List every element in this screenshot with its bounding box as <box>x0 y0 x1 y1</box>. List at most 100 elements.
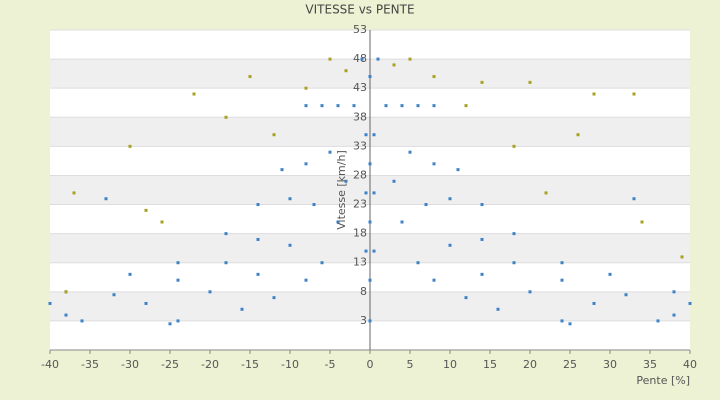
point <box>240 307 244 311</box>
point <box>408 150 412 154</box>
point <box>368 220 372 224</box>
point <box>248 75 252 79</box>
point <box>64 290 68 294</box>
point <box>344 179 348 183</box>
point <box>400 104 404 108</box>
point <box>528 80 532 84</box>
point <box>368 162 372 166</box>
x-tick-label: 10 <box>443 358 457 371</box>
point <box>672 313 676 317</box>
x-tick-label: -10 <box>281 358 299 371</box>
point <box>224 115 228 119</box>
point <box>560 278 564 282</box>
point <box>416 261 420 265</box>
point <box>464 296 468 300</box>
point <box>128 272 132 276</box>
point <box>364 249 368 253</box>
point <box>256 272 260 276</box>
point <box>104 197 108 201</box>
point <box>336 104 340 108</box>
x-tick-label: -15 <box>241 358 259 371</box>
point <box>560 319 564 323</box>
point <box>280 168 284 172</box>
y-tick-label: 33 <box>353 139 367 152</box>
point <box>372 191 376 195</box>
point <box>176 278 180 282</box>
y-tick-label: 8 <box>360 285 367 298</box>
x-tick-label: 0 <box>367 358 374 371</box>
point <box>496 307 500 311</box>
chart-title: VITESSE vs PENTE <box>305 3 414 17</box>
point <box>632 197 636 201</box>
point <box>480 272 484 276</box>
point <box>336 220 340 224</box>
point <box>360 57 364 61</box>
y-tick-label: 13 <box>353 256 367 269</box>
point <box>304 104 308 108</box>
point <box>680 255 684 259</box>
point <box>80 319 84 323</box>
x-tick-label: 15 <box>483 358 497 371</box>
point <box>672 290 676 294</box>
x-tick-label: 5 <box>407 358 414 371</box>
point <box>272 133 276 137</box>
point <box>384 104 388 108</box>
point <box>160 220 164 224</box>
point <box>688 301 692 305</box>
point <box>592 301 596 305</box>
point <box>144 208 148 212</box>
point <box>528 290 532 294</box>
point <box>368 319 372 323</box>
x-tick-label: 20 <box>523 358 537 371</box>
point <box>328 57 332 61</box>
point <box>320 261 324 265</box>
point <box>364 191 368 195</box>
y-axis-label: Vitesse [km/h] <box>335 150 348 230</box>
point <box>544 191 548 195</box>
point <box>256 203 260 207</box>
point <box>288 197 292 201</box>
point <box>328 150 332 154</box>
point <box>176 261 180 265</box>
point <box>224 261 228 265</box>
point <box>304 278 308 282</box>
x-tick-label: -40 <box>41 358 59 371</box>
point <box>208 290 212 294</box>
x-tick-label: -5 <box>325 358 336 371</box>
point <box>72 191 76 195</box>
point <box>128 144 132 148</box>
point <box>288 243 292 247</box>
point <box>624 293 628 297</box>
point <box>48 301 52 305</box>
point <box>64 313 68 317</box>
point <box>368 278 372 282</box>
point <box>352 104 356 108</box>
x-tick-label: 35 <box>643 358 657 371</box>
point <box>364 133 368 137</box>
y-tick-label: 18 <box>353 227 367 240</box>
point <box>416 104 420 108</box>
point <box>608 272 612 276</box>
point <box>312 203 316 207</box>
point <box>168 322 172 326</box>
point <box>432 75 436 79</box>
point <box>512 261 516 265</box>
point <box>392 179 396 183</box>
x-tick-label: 25 <box>563 358 577 371</box>
point <box>464 104 468 108</box>
y-tick-label: 38 <box>353 110 367 123</box>
y-tick-label: 28 <box>353 168 367 181</box>
x-tick-label: -35 <box>81 358 99 371</box>
point <box>480 237 484 241</box>
point <box>456 168 460 172</box>
point <box>448 197 452 201</box>
y-tick-label: 53 <box>353 23 367 36</box>
point <box>568 322 572 326</box>
x-tick-label: -20 <box>201 358 219 371</box>
point <box>112 293 116 297</box>
point <box>576 133 580 137</box>
x-axis-label: Pente [%] <box>636 374 690 387</box>
point <box>224 232 228 236</box>
